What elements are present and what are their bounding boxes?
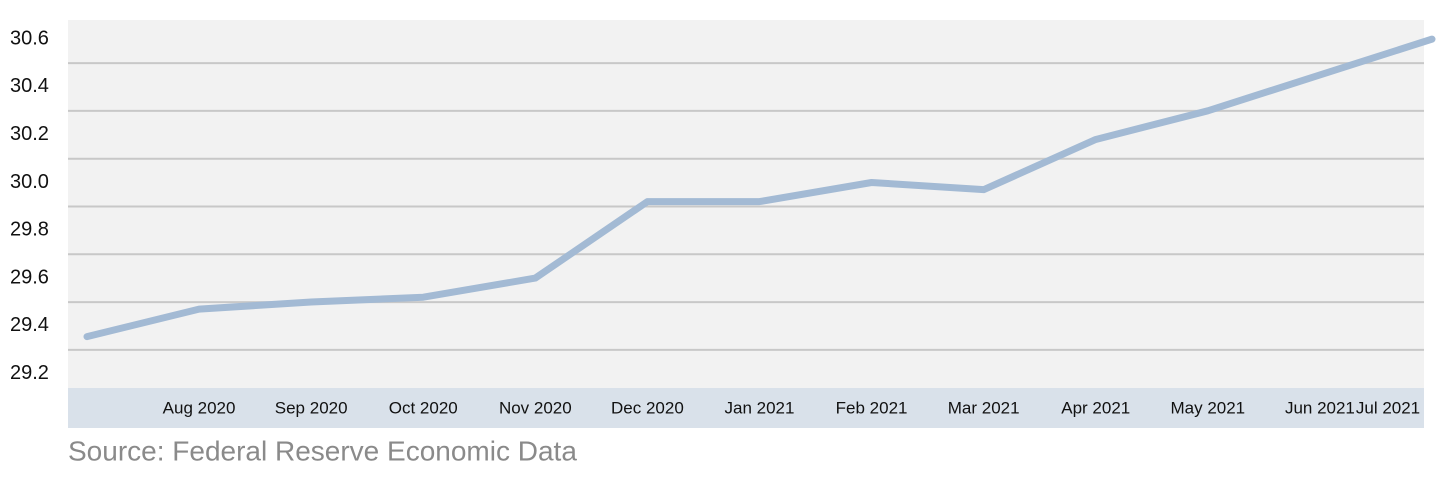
x-tick-label: Aug 2020	[163, 398, 236, 417]
x-tick-label: Oct 2020	[389, 398, 458, 417]
source: Source: Federal Reserve Economic Data	[68, 435, 577, 466]
y-tick-label: 29.2	[10, 362, 49, 384]
y-tick-label: 30.4	[10, 75, 49, 97]
x-tick-label: Dec 2020	[611, 398, 684, 417]
y-tick-label: 29.4	[10, 314, 49, 336]
x-tick-label: Jun 2021	[1285, 398, 1355, 417]
x-tick-label: May 2021	[1170, 398, 1245, 417]
y-tick-label: 29.6	[10, 266, 49, 288]
x-axis-band	[68, 388, 1424, 428]
x-tick-label: Apr 2021	[1061, 398, 1130, 417]
x-tick-label: Jul 2021	[1356, 398, 1420, 417]
x-tick-label: Feb 2021	[836, 398, 908, 417]
x-tick-label: Mar 2021	[948, 398, 1020, 417]
line	[83, 35, 1436, 341]
x-tick-label: Sep 2020	[275, 398, 348, 417]
x-tick-label: Jan 2021	[725, 398, 795, 417]
y-tick-label: 29.8	[10, 219, 49, 241]
y-tick-label: 30.0	[10, 171, 49, 193]
y-tick-label: 30.2	[10, 123, 49, 145]
y-tick-label: 30.6	[10, 27, 49, 49]
x-tick-label: Nov 2020	[499, 398, 572, 417]
